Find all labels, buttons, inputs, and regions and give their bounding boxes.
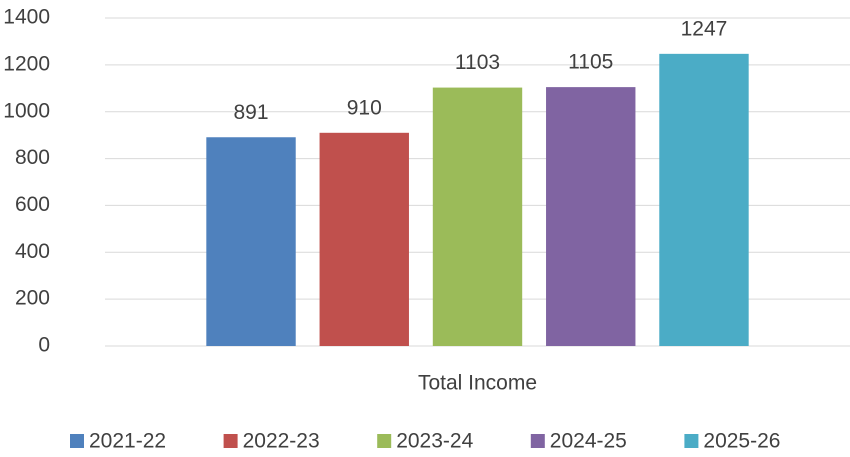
legend-label: 2023-24: [396, 430, 473, 453]
bar: [206, 137, 296, 346]
legend-label: 2021-22: [89, 430, 166, 453]
legend-label: 2022-23: [243, 430, 320, 453]
legend-swatch: [377, 434, 392, 448]
bar: [546, 87, 636, 346]
bar: [319, 132, 409, 346]
data-label: 1103: [455, 51, 500, 74]
y-tick-label: 600: [15, 193, 50, 216]
legend-swatch: [223, 434, 238, 448]
y-tick-label: 1200: [3, 52, 50, 75]
bar: [659, 53, 749, 347]
data-label: 910: [347, 96, 382, 119]
legend-swatch: [70, 434, 84, 448]
data-label: 1105: [568, 51, 613, 74]
x-tick-label: Total Income: [418, 372, 537, 395]
data-label: 891: [233, 101, 268, 124]
bar: [432, 87, 523, 346]
legend-swatch: [684, 434, 699, 448]
y-tick-label: 200: [15, 287, 50, 310]
legend-label: 2024-25: [550, 430, 627, 453]
y-tick-label: 400: [15, 240, 50, 263]
legend-label: 2025-26: [703, 430, 780, 453]
y-tick-label: 1000: [3, 99, 50, 122]
legend-swatch: [530, 434, 545, 448]
y-tick-label: 1400: [3, 6, 50, 29]
data-label: 1247: [681, 17, 728, 40]
y-tick-label: 0: [38, 334, 50, 357]
y-tick-label: 800: [15, 146, 50, 169]
